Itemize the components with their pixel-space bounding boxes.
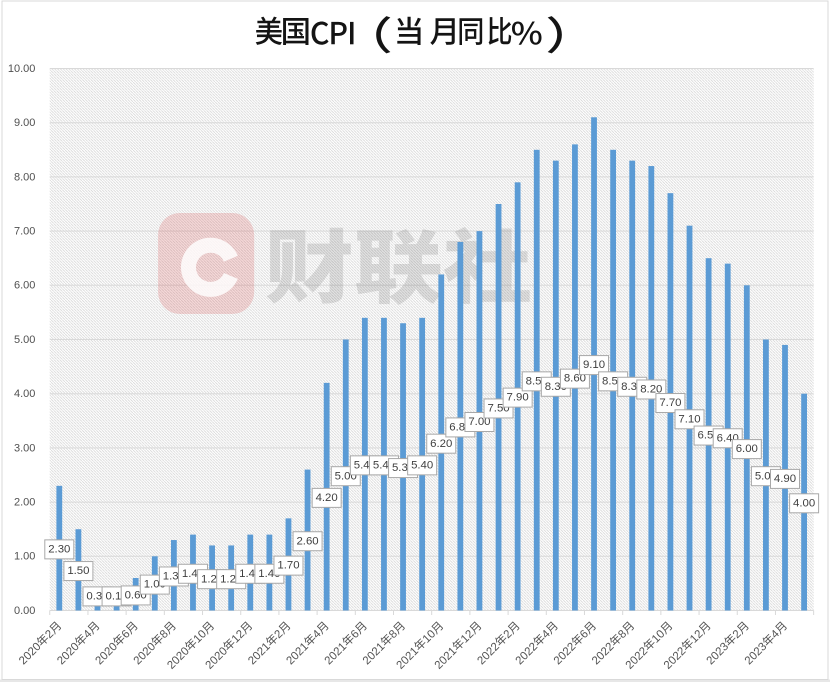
- svg-text:5.00: 5.00: [14, 334, 35, 346]
- svg-text:6.00: 6.00: [14, 280, 35, 292]
- svg-text:2.00: 2.00: [14, 497, 35, 509]
- svg-text:4.00: 4.00: [793, 497, 815, 509]
- svg-text:3.00: 3.00: [14, 442, 35, 454]
- svg-text:10.00: 10.00: [8, 63, 36, 75]
- svg-text:9.10: 9.10: [583, 359, 605, 371]
- svg-text:1.70: 1.70: [277, 560, 299, 572]
- svg-text:7.00: 7.00: [468, 416, 490, 428]
- svg-text:7.10: 7.10: [678, 413, 700, 425]
- svg-text:9.00: 9.00: [14, 117, 35, 129]
- svg-text:5.40: 5.40: [411, 459, 433, 471]
- svg-text:1.50: 1.50: [67, 565, 89, 577]
- svg-text:8.00: 8.00: [14, 171, 35, 183]
- svg-text:2.30: 2.30: [48, 543, 70, 555]
- svg-text:1.00: 1.00: [14, 551, 35, 563]
- svg-text:7.90: 7.90: [507, 392, 529, 404]
- svg-text:4.90: 4.90: [774, 473, 796, 485]
- svg-text:7.00: 7.00: [14, 226, 35, 238]
- svg-text:2.60: 2.60: [296, 535, 318, 547]
- svg-text:8.60: 8.60: [564, 373, 586, 385]
- svg-text:4.20: 4.20: [316, 492, 338, 504]
- svg-text:0.00: 0.00: [14, 605, 35, 617]
- svg-text:6.20: 6.20: [430, 438, 452, 450]
- svg-text:4.00: 4.00: [14, 388, 35, 400]
- svg-text:8.20: 8.20: [640, 384, 662, 396]
- svg-text:7.70: 7.70: [659, 397, 681, 409]
- svg-text:6.00: 6.00: [736, 443, 758, 455]
